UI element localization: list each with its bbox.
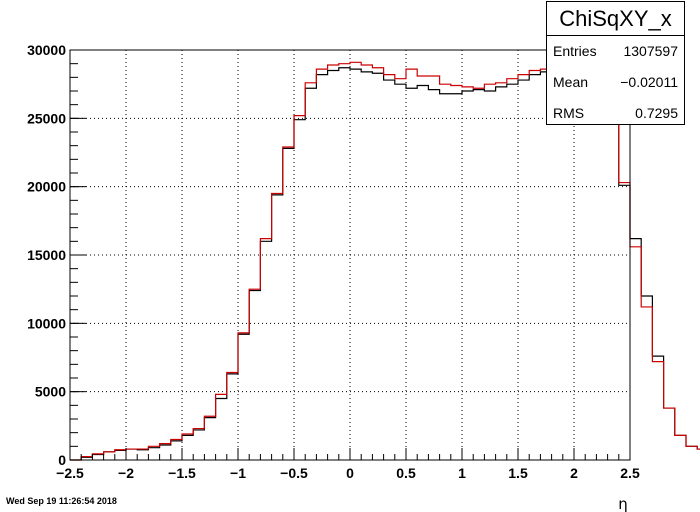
x-axis-title: η: [618, 495, 628, 512]
x-tick-labels: −2.5 −2 −1.5 −1 −0.5 0 0.5 1 1.5 2 2.5: [56, 465, 640, 481]
x-tick-label: 0.5: [396, 465, 416, 481]
histogram-series-black: [70, 67, 700, 461]
stats-key: Mean: [553, 74, 589, 90]
timestamp: Wed Sep 19 11:26:54 2018: [6, 496, 117, 506]
y-tick-label: 20000: [27, 179, 66, 195]
x-tick-label: 1.5: [508, 465, 528, 481]
x-tick-label: 2.5: [620, 465, 640, 481]
stats-row-rms: RMS 0.7295: [553, 98, 678, 128]
histogram-series-red: [70, 61, 700, 461]
x-tick-label: −1.5: [168, 465, 196, 481]
y-tick-label: 10000: [27, 315, 66, 331]
histogram-step-line: [70, 61, 700, 461]
y-tick-label: 25000: [27, 110, 66, 126]
x-tick-label: −2.5: [56, 465, 84, 481]
stats-value: −0.02011: [620, 74, 678, 90]
y-tick-label: 15000: [27, 247, 66, 263]
y-tick-label: 5000: [35, 384, 66, 400]
x-tick-label: 2: [570, 465, 578, 481]
y-tick-label: 0: [58, 452, 66, 468]
axis-ticks: [69, 49, 631, 461]
x-tick-label: 1: [458, 465, 466, 481]
stats-box: ChiSqXY_x Entries 1307597 Mean −0.02011 …: [546, 1, 685, 125]
stats-title: ChiSqXY_x: [547, 2, 684, 36]
x-tick-label: −1: [230, 465, 246, 481]
stats-key: Entries: [553, 43, 597, 59]
x-tick-label: −0.5: [280, 465, 308, 481]
x-tick-label: −2: [118, 465, 134, 481]
x-tick-label: 0: [346, 465, 354, 481]
stats-row-mean: Mean −0.02011: [553, 67, 678, 97]
y-tick-label: 30000: [27, 42, 66, 58]
stats-row-entries: Entries 1307597: [553, 36, 678, 66]
histogram-step-line: [70, 67, 700, 461]
y-tick-labels: 0 5000 10000 15000 20000 25000 30000: [27, 42, 66, 468]
stats-value: 1307597: [623, 43, 678, 59]
stats-key: RMS: [553, 105, 585, 121]
stats-value: 0.7295: [635, 105, 678, 121]
